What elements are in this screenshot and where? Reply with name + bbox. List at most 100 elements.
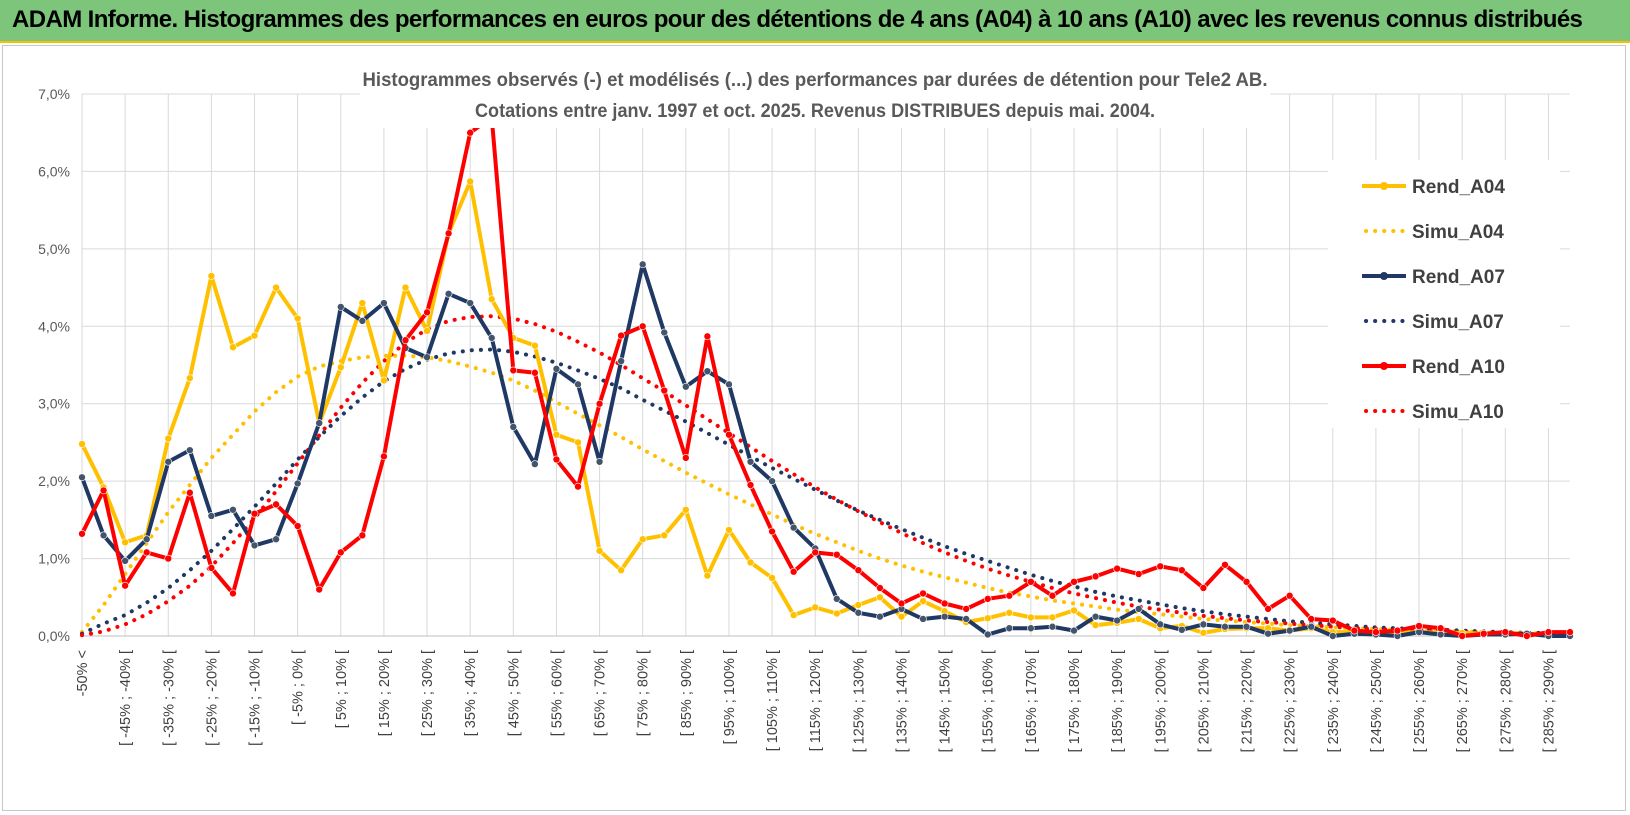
data-point	[186, 374, 194, 382]
data-point	[1285, 591, 1294, 600]
x-tick-label: [ 15% ; 20% [	[377, 650, 393, 736]
data-point	[423, 353, 431, 362]
title-banner: ADAM Informe. Histogrammes des performan…	[0, 0, 1630, 43]
data-point	[552, 365, 561, 373]
data-point	[725, 526, 733, 534]
data-point	[1027, 577, 1035, 586]
data-point	[207, 272, 216, 280]
data-point	[897, 612, 906, 621]
data-point	[229, 343, 237, 351]
series-Simu_A07	[80, 347, 1572, 636]
data-point	[617, 357, 625, 365]
series-line-Simu_A10	[80, 314, 1572, 638]
data-point	[768, 477, 776, 485]
series-line-Simu_A07	[80, 347, 1572, 636]
data-point	[983, 595, 992, 603]
x-tick-label: [ 105% ; 110% [	[765, 650, 781, 751]
page-title: ADAM Informe. Histogrammes des performan…	[12, 6, 1583, 33]
data-point	[1113, 564, 1121, 573]
data-point	[466, 128, 474, 137]
legend-label: Simu_A10	[1412, 402, 1504, 423]
data-point	[1048, 613, 1057, 622]
data-point	[768, 574, 776, 582]
legend: Rend_A04 Simu_A04 Rend_A07 Simu_A07 Rend_A10…	[1328, 160, 1560, 428]
data-point	[682, 505, 690, 514]
data-point	[250, 541, 259, 550]
data-point	[186, 488, 194, 497]
data-point	[832, 595, 841, 603]
data-point	[423, 327, 431, 335]
x-tick-label: [ 205% ; 210% [	[1196, 650, 1212, 752]
chart-title: Histogrammes observés (-) et modélisés (…	[363, 70, 1268, 91]
data-point	[229, 589, 237, 598]
data-point	[99, 486, 108, 495]
series-line-Simu_A04	[80, 353, 1572, 636]
data-point	[1242, 622, 1251, 631]
x-tick-label: [ 45% ; 50% [	[506, 650, 522, 736]
x-tick-label: [ 165% ; 170% [	[1024, 650, 1040, 752]
data-point	[358, 299, 367, 307]
data-point	[380, 299, 388, 307]
data-point	[487, 334, 496, 342]
data-point	[444, 289, 453, 298]
data-point	[1113, 616, 1121, 625]
data-point	[380, 376, 388, 385]
data-point	[940, 612, 949, 621]
data-point	[444, 229, 453, 238]
data-point	[380, 452, 388, 461]
data-point	[746, 457, 755, 466]
x-tick-label: -50% <	[75, 650, 91, 696]
data-point	[1178, 566, 1186, 574]
data-point	[509, 423, 518, 431]
data-point	[1221, 622, 1229, 631]
data-point	[746, 481, 755, 489]
data-point	[1156, 562, 1165, 571]
data-point	[1458, 632, 1466, 640]
data-point	[1091, 612, 1100, 621]
data-point	[142, 535, 151, 544]
data-point	[250, 509, 259, 518]
data-point	[1199, 629, 1208, 637]
data-point	[1415, 622, 1423, 630]
data-point	[919, 589, 927, 598]
data-point	[142, 548, 151, 557]
data-point	[336, 303, 345, 311]
data-point	[1199, 620, 1208, 629]
x-tick-label: [ 25% ; 30% [	[420, 650, 436, 736]
x-tick-label: [ -45% ; -40% [	[118, 650, 134, 746]
data-point	[789, 523, 798, 532]
data-point	[919, 615, 927, 623]
data-point	[1091, 572, 1100, 581]
legend-label: Rend_A10	[1412, 357, 1505, 378]
data-point	[1134, 615, 1143, 623]
data-point	[1048, 622, 1057, 631]
legend-label: Simu_A07	[1412, 312, 1504, 333]
data-point	[1005, 591, 1014, 600]
data-point	[919, 597, 927, 605]
data-point	[121, 581, 129, 590]
data-point	[1544, 628, 1553, 636]
data-point	[293, 522, 302, 530]
data-point	[121, 557, 129, 565]
data-point	[487, 295, 496, 303]
data-point	[186, 446, 194, 454]
data-point	[638, 322, 647, 331]
data-point	[1242, 577, 1251, 586]
series-Rend_A07	[78, 260, 1574, 640]
data-point	[983, 614, 992, 622]
x-tick-label: [ 135% ; 140% [	[894, 650, 910, 752]
x-tick-label: [ -25% ; -20% [	[204, 650, 220, 746]
legend-item-Rend_A10: Rend_A10	[1362, 357, 1505, 378]
series-group	[78, 113, 1574, 640]
data-point	[1328, 632, 1337, 640]
data-point	[315, 585, 324, 594]
x-tick-label: [ 275% ; 280% [	[1498, 650, 1514, 752]
y-tick-label: 7,0%	[38, 86, 70, 102]
x-tick-label: [ 35% ; 40% [	[463, 650, 479, 736]
data-point	[725, 430, 733, 439]
data-point	[962, 605, 970, 613]
data-point	[336, 363, 345, 372]
data-point	[574, 482, 582, 491]
data-point	[164, 434, 173, 443]
data-point	[638, 535, 647, 544]
